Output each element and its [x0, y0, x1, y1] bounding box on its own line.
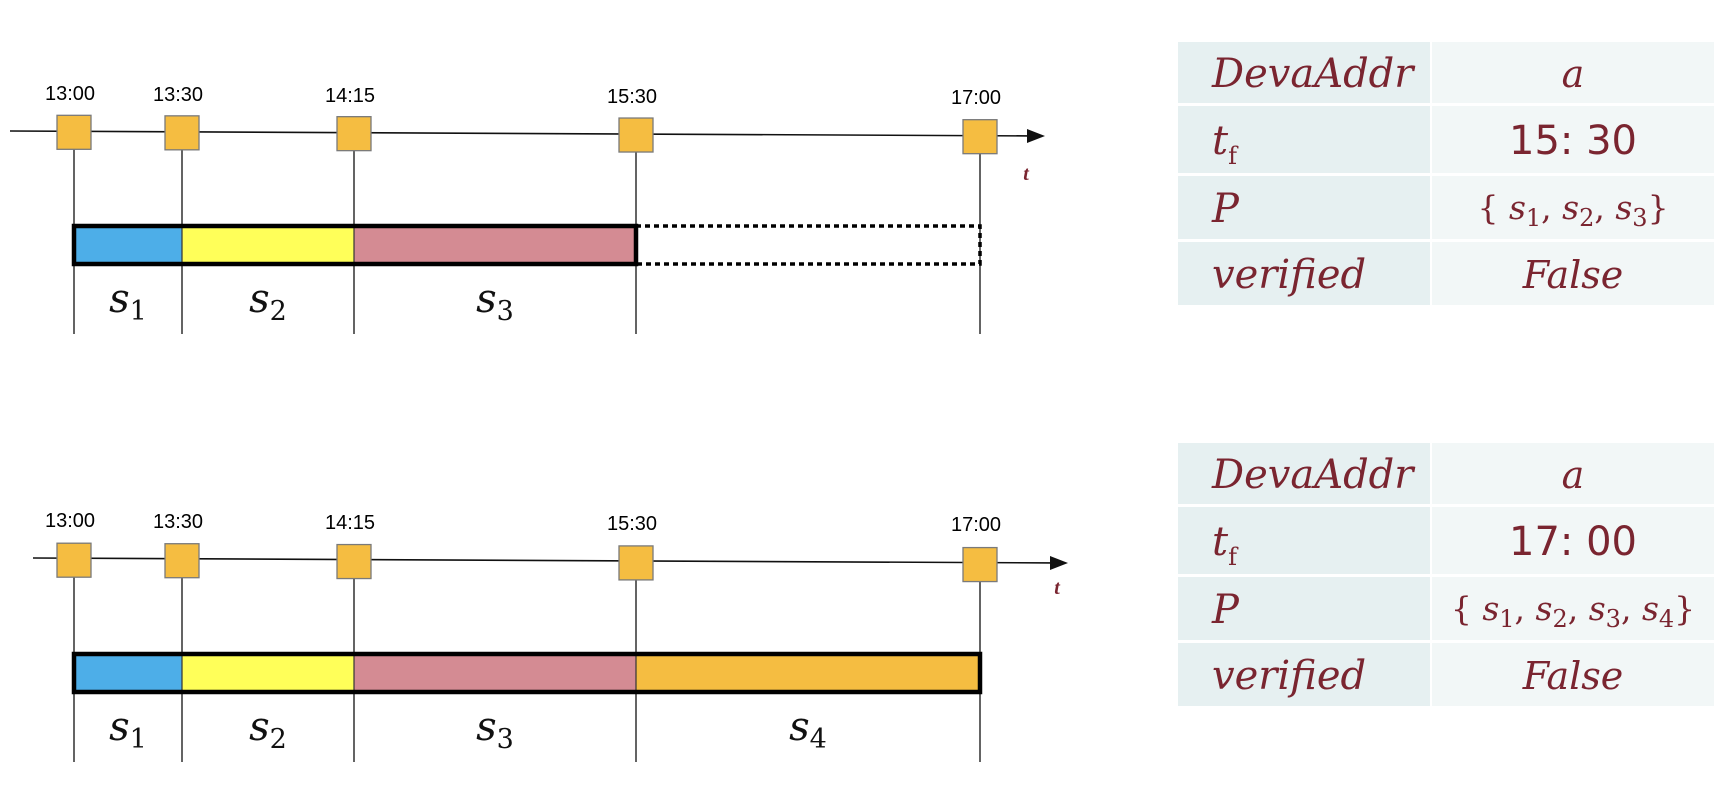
- segment-label: s1: [109, 704, 147, 755]
- pending-segment-outline: [634, 224, 982, 266]
- tick-label: 15:30: [607, 513, 657, 535]
- table-key-cell: [1178, 507, 1430, 574]
- table-value: 15: 30: [1509, 118, 1637, 164]
- tick-label: 17:00: [951, 87, 1001, 109]
- segment-bar-s4: [636, 654, 980, 692]
- filled-bar-outline: [71, 651, 983, 695]
- table-key: DevaAddr: [1211, 452, 1416, 498]
- tick-label: 13:00: [45, 83, 95, 105]
- segment-bar-s1: [74, 654, 182, 692]
- table-value-cell: [1432, 507, 1714, 574]
- table-key-cell: [1178, 42, 1430, 103]
- filled-bar-outline: [71, 223, 639, 267]
- tick-label: 14:15: [325, 512, 375, 534]
- time-marker: [56, 114, 92, 150]
- table-key: verified: [1212, 252, 1366, 298]
- segment-label: s2: [249, 704, 287, 755]
- table-key: verified: [1212, 653, 1366, 699]
- table-value: a: [1562, 52, 1585, 96]
- table-value-cell: [1432, 643, 1714, 706]
- time-marker: [164, 543, 200, 579]
- segment-label: s2: [249, 276, 287, 327]
- table-value-cell: [1432, 577, 1714, 640]
- time-marker: [618, 117, 654, 153]
- table-value-cell: [1432, 443, 1714, 504]
- table-key: tf: [1212, 118, 1239, 170]
- table-key-cell: [1178, 242, 1430, 305]
- tick-label: 15:30: [607, 86, 657, 108]
- time-marker: [962, 546, 998, 583]
- table-value-cell: [1432, 42, 1714, 103]
- axis-arrow-icon: [1027, 129, 1045, 143]
- table-key: P: [1211, 587, 1240, 633]
- table-value-cell: [1432, 106, 1714, 173]
- segment-bar-s2: [182, 654, 354, 692]
- time-axis-line: [9, 130, 1030, 137]
- time-marker: [336, 543, 372, 580]
- segment-label: s4: [789, 704, 827, 755]
- table-value: a: [1562, 453, 1585, 497]
- tick-label: 17:00: [951, 514, 1001, 536]
- time-marker: [164, 115, 200, 151]
- table-key: tf: [1212, 519, 1239, 571]
- table-key-cell: [1178, 643, 1430, 706]
- table-key-cell: [1178, 443, 1430, 504]
- state-table-2: DevaAddr a tf 17: 00 P { s1, s2, s3, s4} verif…: [1178, 443, 1714, 706]
- table-key-cell: [1178, 106, 1430, 173]
- segment-label: s1: [109, 276, 147, 327]
- time-axis-line: [32, 557, 1053, 564]
- table-key-cell: [1178, 577, 1430, 640]
- table-key: DevaAddr: [1211, 51, 1416, 97]
- table-value-cell: [1432, 242, 1714, 305]
- segment-label: s3: [476, 276, 514, 327]
- time-marker: [56, 542, 92, 578]
- axis-arrow-icon: [1050, 556, 1068, 570]
- tick-label: 13:00: [45, 510, 95, 532]
- tick-label: 14:15: [325, 85, 375, 107]
- segment-bar-s2: [182, 226, 354, 264]
- segment-bar-s3: [354, 226, 636, 264]
- table-value: 17: 00: [1509, 519, 1637, 565]
- table-key: P: [1211, 186, 1240, 232]
- table-set-value: { s1, s2, s3, s4}: [1451, 589, 1695, 633]
- timeline-panel-1: t s1 s2 s3 13:00 13:30 14:15 15:30 17:00: [9, 83, 1045, 334]
- table-value: False: [1522, 654, 1624, 698]
- segment-bar-s1: [74, 226, 182, 264]
- segment-bar-s3: [354, 654, 636, 692]
- table-key-cell: [1178, 176, 1430, 239]
- table-value: False: [1522, 253, 1624, 297]
- time-marker: [618, 545, 654, 581]
- tick-label: 13:30: [153, 511, 203, 533]
- time-marker: [962, 119, 998, 155]
- table-set-value: { s1, s2, s3}: [1477, 188, 1668, 232]
- axis-label: t: [1054, 577, 1061, 599]
- time-marker: [336, 116, 372, 152]
- tick-label: 13:30: [153, 84, 203, 106]
- axis-label: t: [1023, 163, 1030, 185]
- state-table-1: DevaAddr a tf 15: 30 P { s1, s2, s3} verified F…: [1178, 42, 1714, 305]
- table-value-cell: [1432, 176, 1714, 239]
- segment-label: s3: [476, 704, 514, 755]
- timeline-panel-2: t s1 s2 s3 s4 13:00 13:30 14:15 15:30 17:00: [32, 510, 1068, 762]
